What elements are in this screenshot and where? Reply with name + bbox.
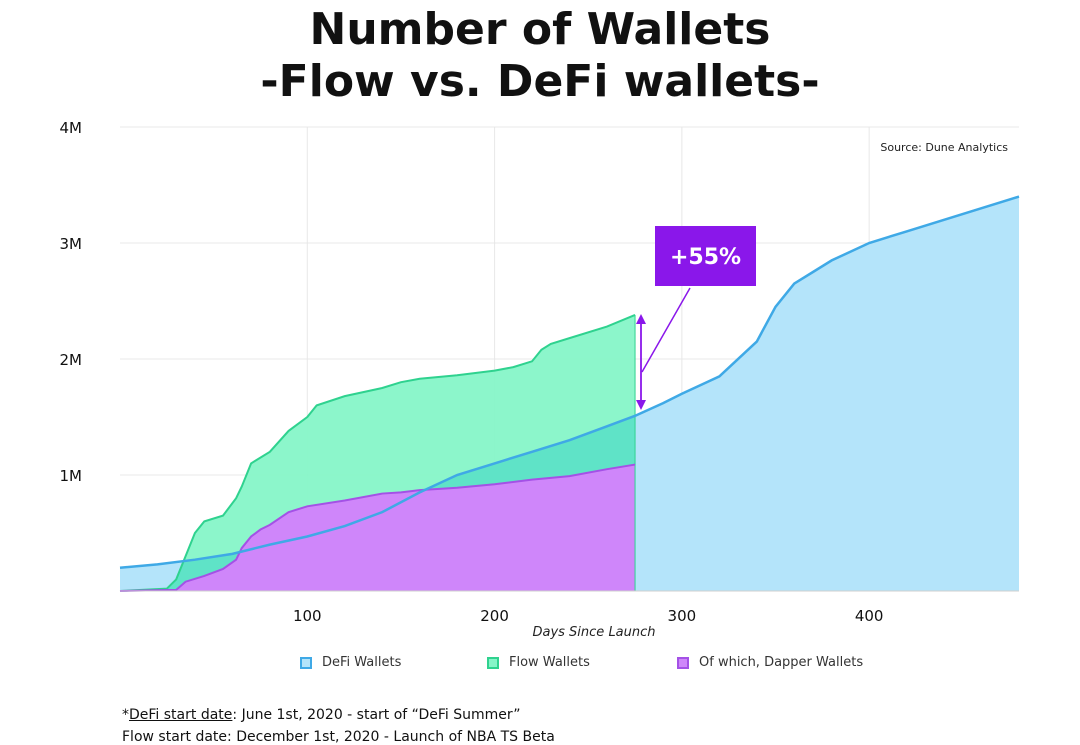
gap-arrow-head-up: [636, 314, 646, 324]
legend-item-defi: DeFi Wallets: [300, 655, 401, 670]
y-tick-label-3: 4M: [60, 119, 83, 137]
gap-arrow-head-down: [636, 400, 646, 410]
dapper-swatch-icon: [677, 656, 689, 669]
footnote-flow: Flow start date: December 1st, 2020 - La…: [122, 729, 555, 745]
chart-title-line-1: Number of Wallets: [309, 4, 771, 55]
footnote-defi-underlined: DeFi start date: [129, 707, 233, 723]
legend-item-flow: Flow Wallets: [487, 655, 590, 670]
legend-item-dapper: Of which, Dapper Wallets: [677, 655, 863, 670]
line-dapper-wallets: [119, 463, 636, 592]
line-defi-wallets: [119, 195, 1020, 570]
legend: DeFi Wallets Flow Wallets Of which, Dapp…: [0, 655, 1080, 675]
annotation-box: [655, 226, 756, 286]
legend-label-defi: DeFi Wallets: [322, 655, 402, 670]
x-axis-label: Days Since Launch: [532, 625, 655, 640]
y-tick-label-2: 3M: [60, 235, 83, 253]
y-axis: 1M 2M 3M 4M: [60, 119, 83, 485]
y-tick-label-0: 1M: [60, 467, 83, 485]
legend-label-dapper: Of which, Dapper Wallets: [699, 655, 864, 670]
footnote-defi: *DeFi start date: June 1st, 2020 - start…: [122, 707, 521, 723]
source-label: Source: Dune Analytics: [880, 141, 1008, 154]
chart-title-line-2: -Flow vs. DeFi wallets-: [260, 56, 820, 107]
flow-swatch-icon: [487, 656, 499, 669]
area-dapper-wallets: [120, 464, 636, 591]
x-tick-label-0: 100: [293, 607, 322, 625]
x-tick-label-3: 400: [855, 607, 884, 625]
line-flow-wallets: [119, 313, 636, 592]
footnote-defi-rest: : June 1st, 2020 - start of “DeFi Summer…: [232, 707, 521, 723]
x-tick-label-1: 200: [480, 607, 509, 625]
area-defi-wallets: [120, 196, 1019, 591]
series-lines: [119, 195, 1020, 592]
x-axis: 100 200 300 400: [293, 607, 884, 625]
series-areas: [120, 196, 1019, 591]
defi-swatch-icon: [300, 656, 312, 669]
x-tick-label-2: 300: [668, 607, 697, 625]
y-tick-label-1: 2M: [60, 351, 83, 369]
annotation-pointer: [641, 287, 691, 373]
footnote-defi-prefix: *: [122, 707, 129, 723]
legend-label-flow: Flow Wallets: [509, 655, 590, 670]
growth-annotation: +55%: [636, 226, 756, 410]
annotation-label: +55%: [670, 245, 741, 270]
